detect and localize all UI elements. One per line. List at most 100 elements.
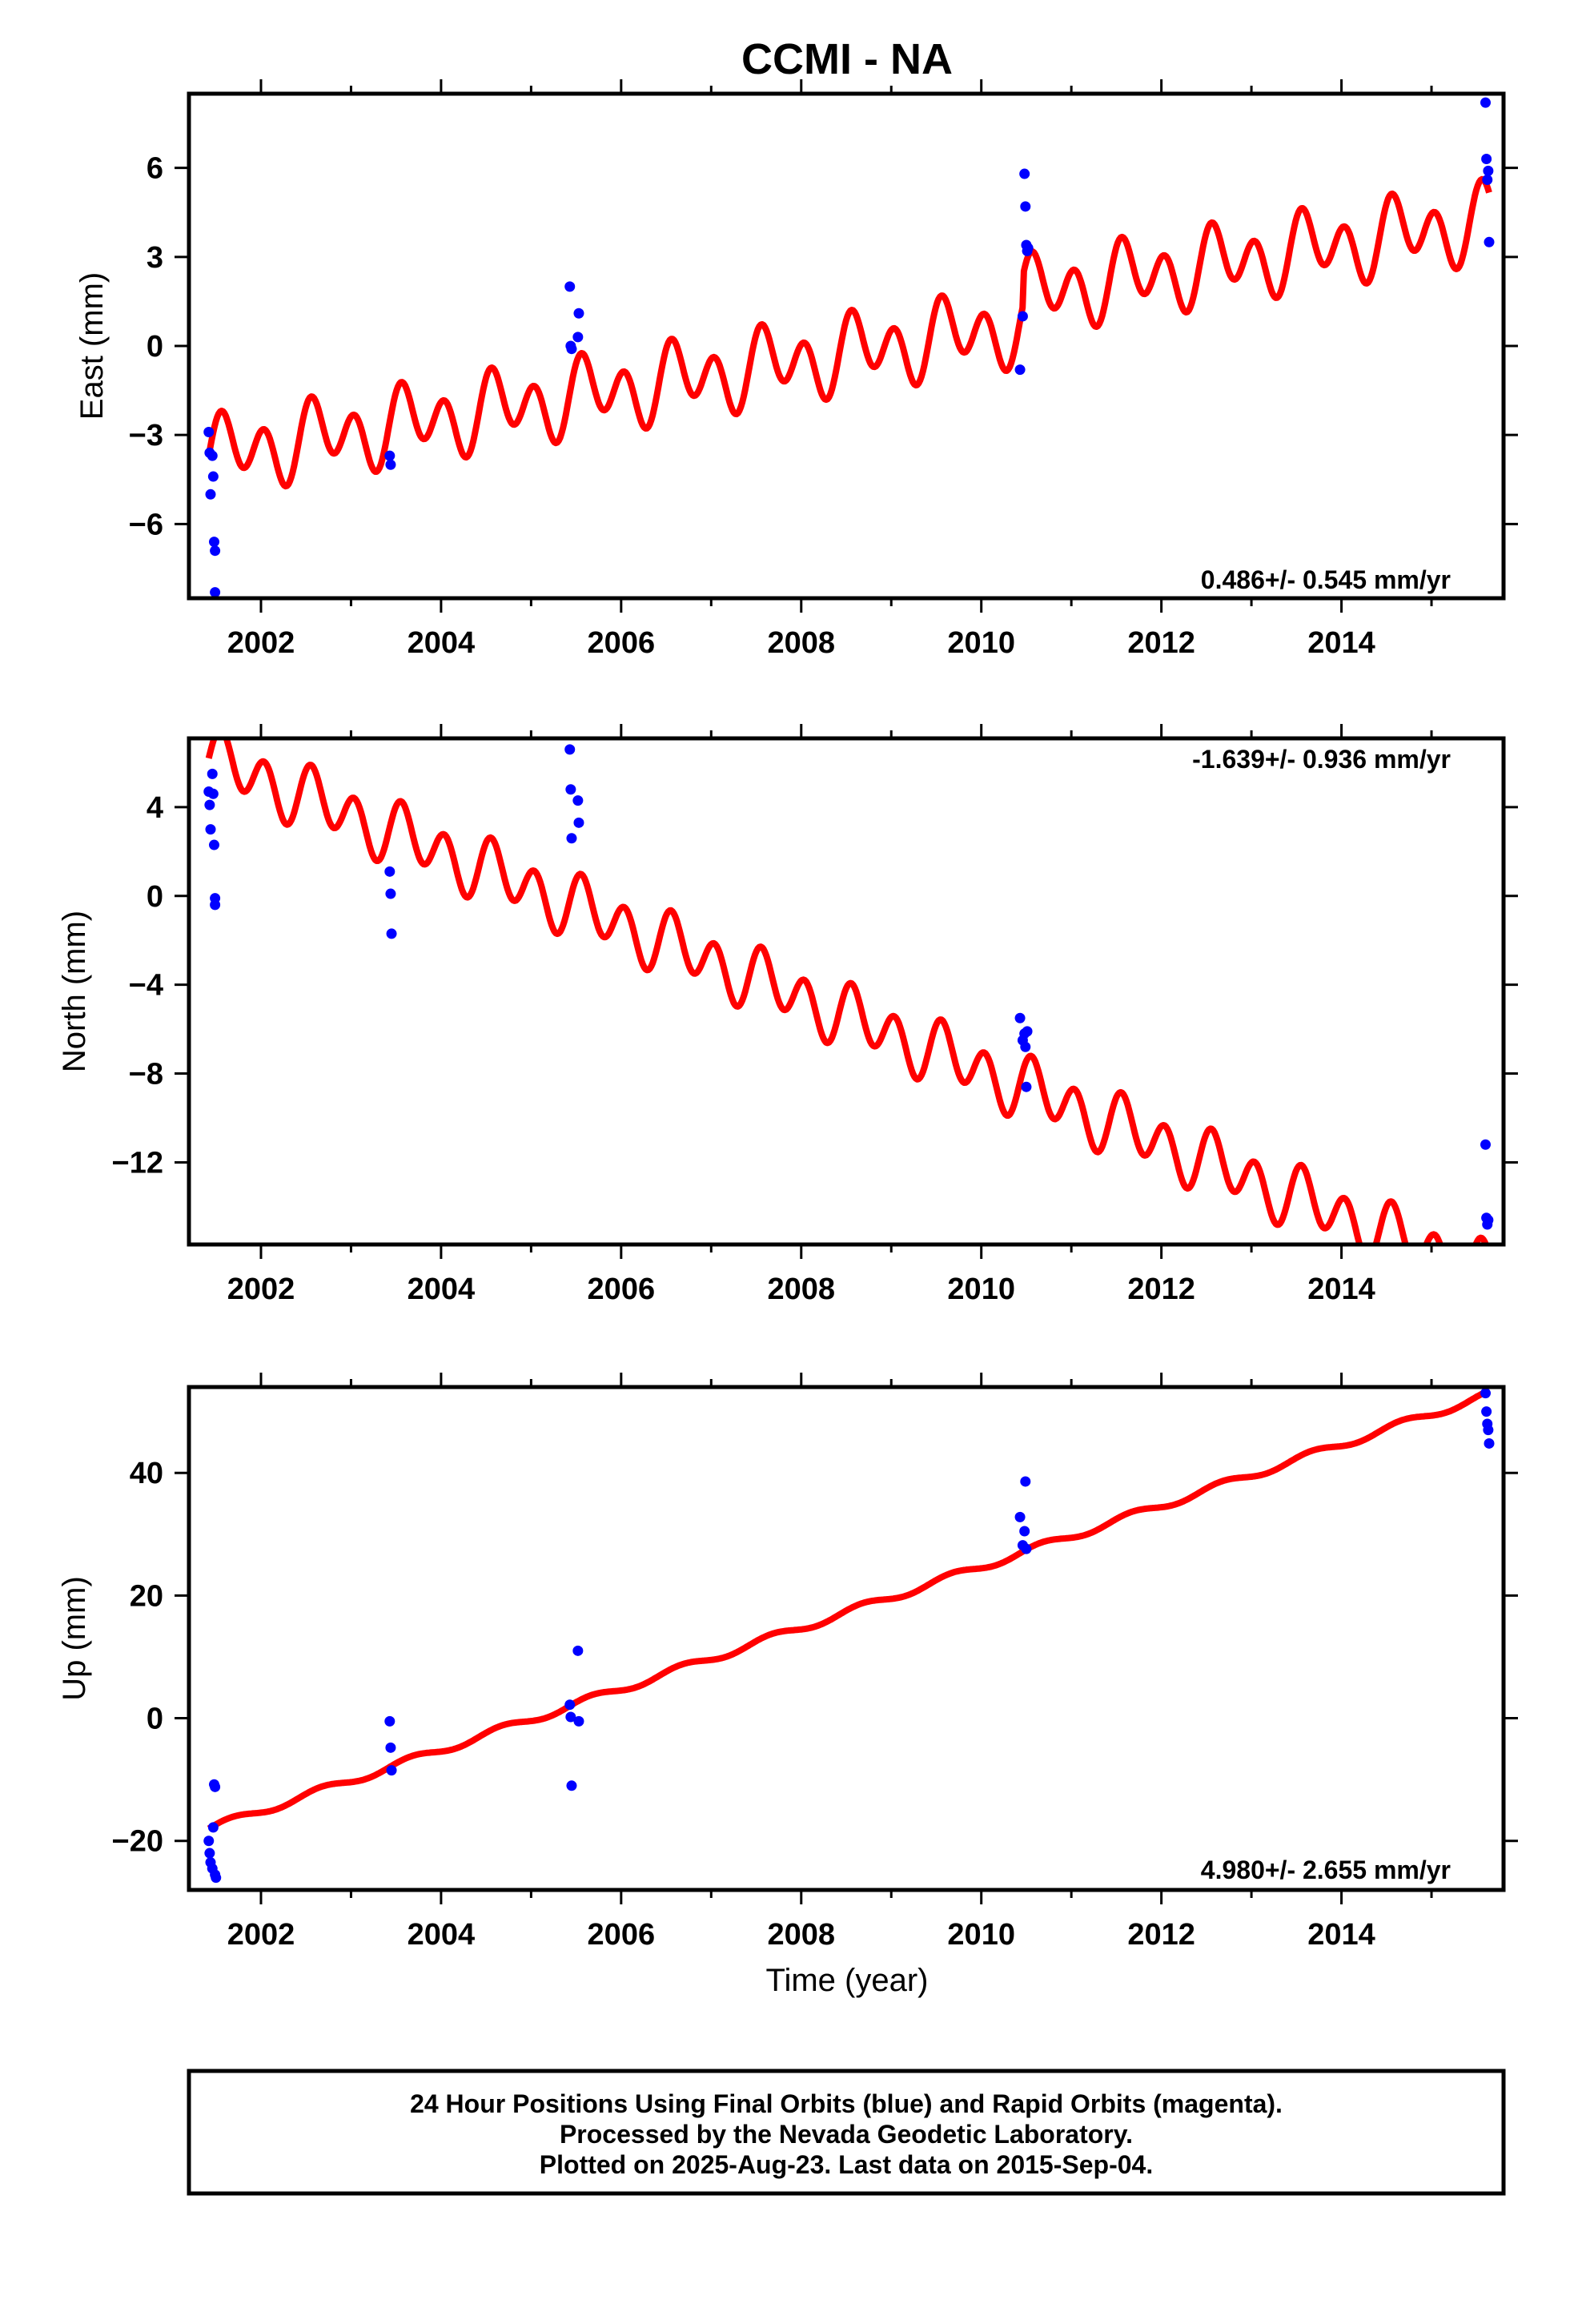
north-axes: 2002 2004 2006 2008 2010 2012 2014 −12 −8 −4 0 4 — [112, 724, 1518, 1306]
north-data-point — [564, 744, 576, 755]
up-x-tick-label: 2014 — [1307, 1918, 1375, 1952]
north-data-point — [204, 799, 215, 810]
up-data-point — [566, 1780, 577, 1791]
north-data-point — [1021, 1081, 1032, 1092]
north-data-point — [566, 833, 577, 844]
east-plot-area — [189, 94, 1504, 598]
north-data-point — [384, 866, 396, 877]
up-data-point — [1019, 1526, 1030, 1537]
east-data-point — [566, 344, 577, 355]
east-data-point — [1480, 97, 1492, 108]
north-frame — [187, 736, 1506, 1247]
east-data-point — [384, 450, 396, 461]
up-panel: 2002 2004 2006 2008 2010 2012 2014 −20 0 20 40 Up … — [57, 1373, 1518, 1952]
up-y-tick-label: 20 — [130, 1579, 163, 1613]
east-axes: 2002 2004 2006 2008 2010 2012 2014 −6 −3 0 3 6 — [129, 79, 1518, 660]
east-x-tick-label: 2010 — [947, 626, 1015, 660]
north-x-tick-label: 2014 — [1307, 1273, 1375, 1306]
up-x-tick-label: 2012 — [1127, 1918, 1195, 1952]
east-y-tick-label: 6 — [147, 152, 163, 186]
east-data-point — [1022, 243, 1034, 254]
chart-title: CCMI - NA — [741, 35, 953, 83]
north-data-point — [565, 784, 576, 795]
east-x-tick-label: 2004 — [408, 626, 476, 660]
east-x-tick-label: 2006 — [588, 626, 656, 660]
east-data-point — [1483, 165, 1494, 176]
east-data-point — [205, 489, 216, 500]
up-data-point — [1014, 1511, 1026, 1522]
north-panel: 2002 2004 2006 2008 2010 2012 2014 −12 −8 −4 0 4 No… — [57, 724, 1518, 1306]
north-rate-label: -1.639+/- 0.936 mm/yr — [1192, 745, 1451, 774]
up-fit-line — [207, 1387, 1492, 1831]
north-observations — [203, 744, 1494, 1230]
east-y-axis-label: East (mm) — [74, 272, 110, 420]
north-data-point — [210, 899, 221, 911]
footer-line-3: Plotted on 2025-Aug-23. Last data on 201… — [540, 2150, 1153, 2179]
east-data-point — [208, 537, 219, 548]
east-y-tick-label: −6 — [129, 508, 163, 541]
north-data-point — [573, 817, 584, 828]
up-data-point — [1480, 1388, 1492, 1399]
east-data-point — [1484, 236, 1495, 247]
up-x-tick-label: 2006 — [588, 1918, 656, 1952]
east-data-point — [564, 281, 576, 292]
up-model-fit — [207, 1387, 1492, 1831]
up-y-tick-label: 40 — [130, 1457, 163, 1490]
up-frame — [187, 1385, 1506, 1892]
north-data-point — [208, 839, 219, 850]
east-x-tick-label: 2014 — [1307, 626, 1375, 660]
east-data-point — [203, 426, 215, 437]
up-data-point — [1021, 1543, 1032, 1554]
up-data-point — [386, 1765, 397, 1776]
up-data-point — [564, 1699, 576, 1711]
north-x-tick-label: 2004 — [408, 1273, 476, 1306]
north-data-point — [572, 795, 584, 806]
north-y-tick-label: −12 — [112, 1146, 163, 1180]
east-data-point — [573, 308, 584, 319]
east-x-tick-label: 2002 — [227, 626, 295, 660]
north-y-tick-label: −8 — [129, 1058, 163, 1092]
east-data-point — [1019, 168, 1030, 179]
up-data-point — [1020, 1476, 1031, 1487]
north-data-point — [207, 788, 219, 799]
north-data-point — [1483, 1215, 1494, 1226]
east-data-point — [1014, 364, 1026, 376]
east-data-point — [210, 545, 221, 557]
east-model-fit — [205, 175, 1492, 490]
up-observations — [203, 1388, 1495, 1884]
up-y-tick-label: −20 — [112, 1825, 163, 1859]
north-y-tick-label: −4 — [129, 969, 163, 1003]
up-data-point — [572, 1645, 584, 1656]
footer-line-2: Processed by the Nevada Geodetic Laborat… — [560, 2120, 1133, 2149]
east-data-point — [207, 471, 219, 482]
east-y-tick-label: 0 — [147, 330, 163, 364]
east-panel: 2002 2004 2006 2008 2010 2012 2014 −6 −3 0 3 6 East… — [74, 79, 1518, 660]
east-fit-line — [205, 175, 1492, 490]
up-x-tick-label: 2004 — [408, 1918, 476, 1952]
up-data-point — [573, 1715, 584, 1727]
north-data-point — [207, 768, 218, 779]
up-data-point — [1484, 1437, 1495, 1449]
east-data-point — [1481, 154, 1492, 165]
up-plot-area — [189, 1387, 1504, 1890]
east-data-point — [210, 587, 221, 598]
up-data-point — [203, 1835, 215, 1847]
north-data-point — [1014, 1012, 1026, 1023]
up-x-tick-label: 2008 — [767, 1918, 835, 1952]
footer-line-1: 24 Hour Positions Using Final Orbits (bl… — [410, 2089, 1283, 2118]
north-model-fit — [205, 738, 1490, 1244]
up-data-point — [210, 1781, 221, 1792]
east-x-tick-label: 2008 — [767, 626, 835, 660]
north-data-point — [386, 928, 397, 939]
footer-frame — [187, 2069, 1506, 2196]
east-y-tick-label: −3 — [129, 419, 163, 452]
up-data-point — [204, 1848, 215, 1859]
up-data-point — [211, 1872, 222, 1884]
east-data-point — [1020, 201, 1031, 212]
north-x-tick-label: 2008 — [767, 1273, 835, 1306]
x-axis-label: Time (year) — [766, 1963, 929, 1998]
east-data-point — [207, 450, 218, 461]
north-y-tick-label: 0 — [147, 880, 163, 914]
north-data-point — [1480, 1139, 1492, 1150]
